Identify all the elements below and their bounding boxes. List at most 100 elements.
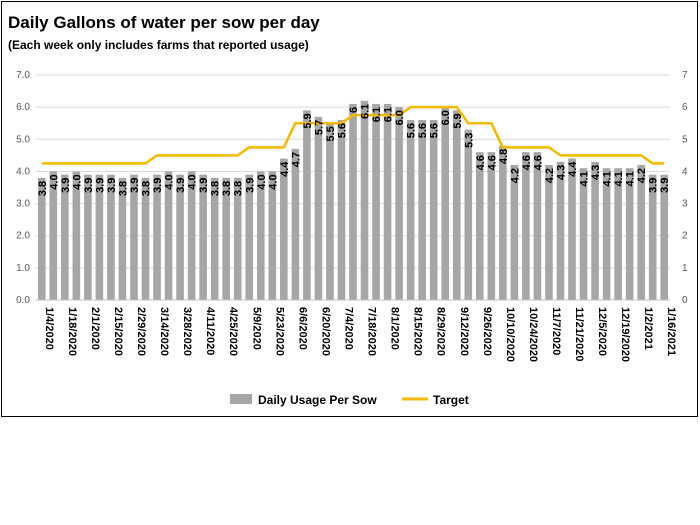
data-label: 5.6 <box>406 123 418 138</box>
bar <box>614 168 622 300</box>
data-label: 4.1 <box>579 171 591 186</box>
bar <box>61 174 69 300</box>
data-label: 4.1 <box>625 171 637 186</box>
x-tick-label: 12/19/2020 <box>619 307 631 362</box>
bar <box>648 174 657 300</box>
x-axis: 1/4/2020 1/18/2020 2/1/2020 2/15/2020 2/29/2… <box>36 299 677 362</box>
y-tick-label-left: 4.0 <box>16 166 30 177</box>
data-label: 3.9 <box>198 178 210 193</box>
bar <box>280 158 288 300</box>
x-tick-label: 6/20/2020 <box>319 307 331 356</box>
bar <box>303 110 311 300</box>
bar <box>349 103 357 300</box>
data-label: 4.0 <box>48 174 60 189</box>
data-label: 5.6 <box>429 123 441 138</box>
data-label: 4.2 <box>544 168 556 183</box>
bar <box>176 174 184 300</box>
data-label: 3.8 <box>210 181 222 196</box>
y-tick-label-right: 1 <box>682 263 688 274</box>
bar <box>199 174 207 300</box>
data-labels: 3.8 4.0 3.9 4.0 3.9 3.9 3.9 3.8 3.9 3.8 3.9 4.0 3.9 4… <box>37 104 671 196</box>
x-tick-label: 11/21/2020 <box>573 307 585 361</box>
bar <box>141 177 150 300</box>
bar <box>153 174 161 300</box>
y-tick-label-left: 7.0 <box>16 70 30 81</box>
bar <box>95 174 104 300</box>
bar <box>545 165 553 300</box>
data-label: 6.0 <box>394 110 406 125</box>
bar <box>326 123 334 300</box>
bar <box>256 171 265 300</box>
y-axis-right: 0 1 2 3 4 5 6 7 <box>682 70 688 306</box>
chart-title: Daily Gallons of water per sow per day <box>8 13 320 32</box>
bar <box>533 152 542 300</box>
data-label: 4.0 <box>187 174 199 189</box>
data-label: 4.8 <box>498 149 510 164</box>
bar <box>406 120 415 300</box>
x-tick-label: 1/16/2021 <box>665 307 677 356</box>
data-label: 5.6 <box>417 123 429 138</box>
data-label: 3.9 <box>83 178 95 193</box>
bar <box>499 145 507 300</box>
bar <box>337 120 346 300</box>
bar <box>49 171 58 300</box>
data-label: 6.0 <box>440 110 452 125</box>
bar <box>591 161 599 300</box>
x-tick-label: 9/26/2020 <box>481 307 493 356</box>
data-label: 5.7 <box>313 120 325 135</box>
data-label: 4.6 <box>521 155 533 170</box>
y-tick-label-left: 3.0 <box>16 199 30 210</box>
bar <box>84 174 92 300</box>
x-tick-label: 2/1/2020 <box>89 307 101 350</box>
data-label: 3.9 <box>94 178 106 193</box>
data-label: 5.5 <box>325 126 337 141</box>
data-label: 6.1 <box>360 104 372 119</box>
bar <box>487 152 496 300</box>
x-tick-label: 11/7/2020 <box>550 307 562 355</box>
legend-label-target: Target <box>433 393 469 407</box>
bar <box>360 100 369 300</box>
data-label: 3.9 <box>659 178 671 193</box>
x-tick-label: 10/10/2020 <box>504 307 516 362</box>
bar <box>314 116 323 301</box>
data-label: 4.3 <box>555 165 567 180</box>
y-tick-label-left: 5.0 <box>16 134 30 145</box>
legend: Daily Usage Per Sow Target <box>230 393 469 407</box>
bar <box>372 103 380 300</box>
y-tick-label-right: 5 <box>682 134 688 145</box>
bar <box>475 152 484 300</box>
data-label: 4.1 <box>613 171 625 186</box>
x-tick-label: 10/24/2020 <box>527 307 539 362</box>
data-label: 3.9 <box>152 178 164 193</box>
x-tick-label: 3/28/2020 <box>181 307 193 356</box>
bar <box>637 165 645 300</box>
bar <box>37 177 46 300</box>
bar <box>291 148 300 300</box>
data-label: 6.1 <box>371 107 383 122</box>
x-tick-label: 8/1/2020 <box>389 307 401 350</box>
bar <box>222 177 231 300</box>
legend-label-usage: Daily Usage Per Sow <box>258 393 377 407</box>
data-label: 6.1 <box>383 107 395 122</box>
bar <box>418 120 426 300</box>
x-tick-label: 4/25/2020 <box>227 307 239 356</box>
y-tick-label-right: 2 <box>682 231 688 242</box>
bar <box>107 174 115 300</box>
y-axis-left: 0.0 1.0 2.0 3.0 4.0 5.0 6.0 7.0 <box>16 70 30 306</box>
y-tick-label-left: 6.0 <box>16 102 30 113</box>
x-tick-label: 7/18/2020 <box>366 307 378 356</box>
bar <box>72 171 81 300</box>
bar <box>568 158 576 300</box>
bar <box>164 171 173 300</box>
y-tick-label-right: 6 <box>682 102 688 113</box>
data-label: 3.9 <box>60 178 72 193</box>
data-label: 4.6 <box>532 155 544 170</box>
data-label: 5.9 <box>302 113 314 128</box>
data-label: 4.0 <box>256 174 268 189</box>
bar <box>625 168 634 300</box>
bar <box>579 168 588 300</box>
bar <box>660 174 669 300</box>
data-label: 4.4 <box>567 161 579 177</box>
y-tick-label-right: 3 <box>682 199 688 210</box>
bar <box>452 110 461 300</box>
